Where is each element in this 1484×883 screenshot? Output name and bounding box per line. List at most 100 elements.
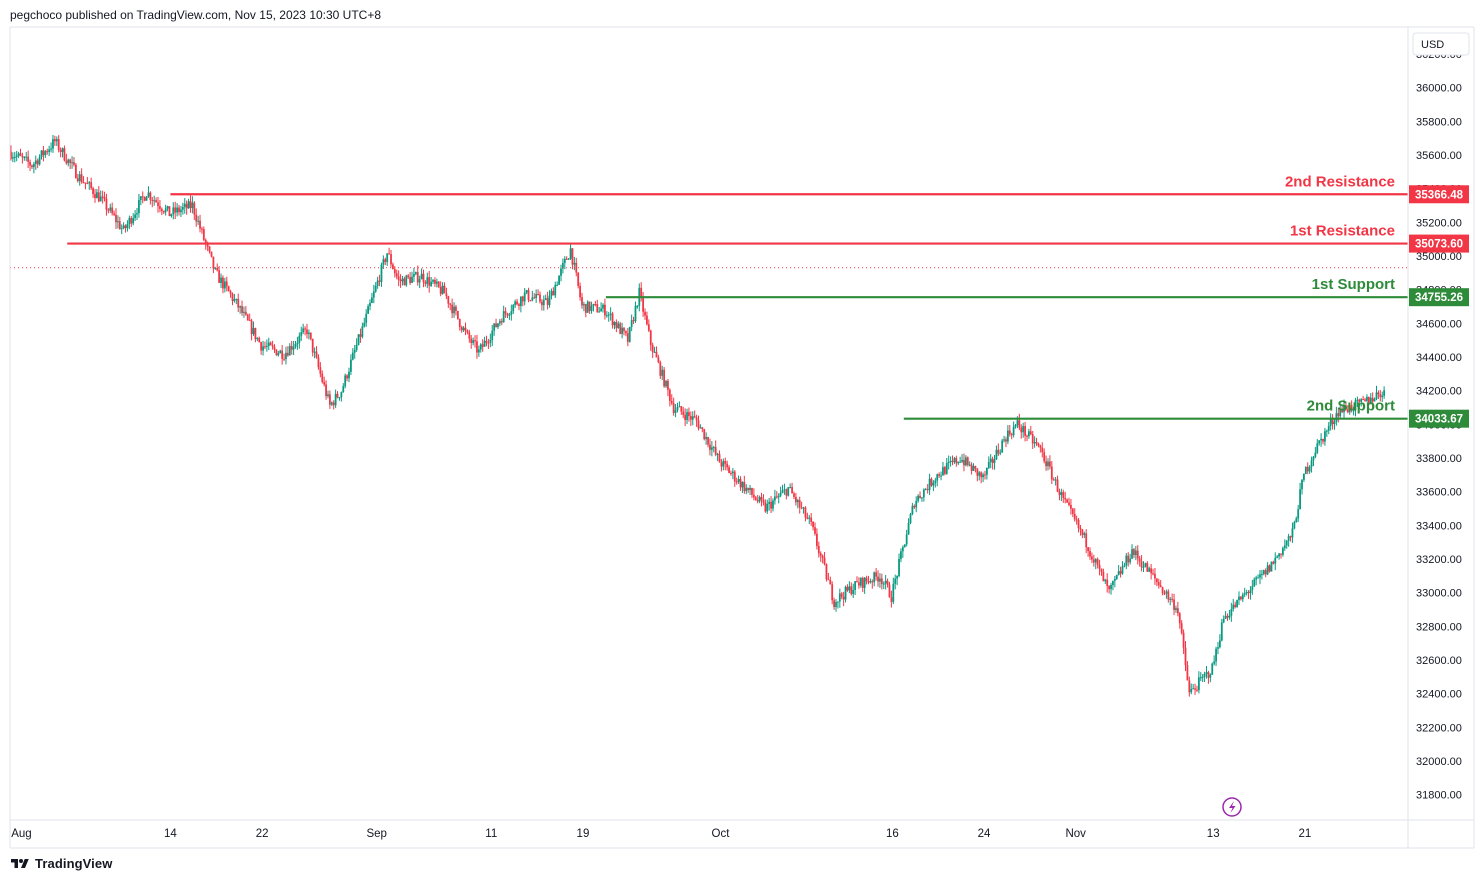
candle <box>787 487 790 497</box>
candle <box>900 548 902 563</box>
candle <box>1026 434 1028 442</box>
candle <box>172 202 175 220</box>
lightning-icon[interactable] <box>1222 797 1242 817</box>
candle <box>609 307 612 321</box>
candle <box>586 300 589 313</box>
candle <box>861 576 864 593</box>
candle <box>989 454 992 469</box>
candle <box>869 578 872 584</box>
candle <box>966 456 969 467</box>
candle <box>201 226 203 234</box>
candle <box>1199 672 1202 682</box>
candle <box>264 341 266 350</box>
candle <box>355 338 358 352</box>
candle <box>1201 674 1204 683</box>
candle <box>1327 422 1330 435</box>
candle <box>607 311 610 322</box>
candle <box>980 471 983 484</box>
time-axis[interactable]: Aug 14 22 Sep 11 19 Oct 16 24 Nov 13 21 <box>11 828 1311 840</box>
candle <box>634 301 637 323</box>
candle <box>1348 404 1351 415</box>
candle <box>1062 489 1065 503</box>
price-tags: 35366.48 35073.60 34755.26 34033.67 <box>1409 185 1469 428</box>
candle <box>1339 404 1342 419</box>
candle <box>1081 528 1084 539</box>
candle <box>739 476 742 491</box>
candle <box>208 245 211 254</box>
candle <box>273 344 276 353</box>
candle <box>338 396 341 401</box>
candle <box>779 486 782 498</box>
price-tick-label: 33200.00 <box>1416 554 1462 566</box>
candle <box>210 251 213 258</box>
candle <box>434 277 436 287</box>
candle <box>414 271 417 276</box>
candle <box>558 275 560 285</box>
candle <box>678 401 681 408</box>
candle <box>313 347 316 359</box>
candle <box>1367 396 1370 406</box>
candle <box>254 327 257 343</box>
candle <box>241 300 243 316</box>
candle <box>15 150 18 162</box>
candle <box>653 346 656 353</box>
candle <box>1182 629 1185 654</box>
candle <box>187 198 190 209</box>
candle <box>577 272 580 289</box>
candle <box>376 276 379 289</box>
candle <box>905 529 908 547</box>
candle <box>342 383 345 393</box>
candle <box>304 326 306 336</box>
candle <box>571 248 574 270</box>
currency-box[interactable] <box>1412 32 1470 56</box>
tradingview-logo-icon <box>11 858 29 868</box>
candle <box>1146 561 1149 572</box>
candle <box>63 145 66 162</box>
candle <box>1102 568 1105 582</box>
candle <box>1196 685 1198 692</box>
candle <box>936 473 939 487</box>
candle <box>1253 577 1256 587</box>
candle <box>130 215 133 228</box>
candle <box>348 367 350 383</box>
candle <box>1343 399 1345 419</box>
candle <box>842 591 845 607</box>
candle <box>340 391 343 402</box>
candle <box>59 147 62 158</box>
candle <box>1129 553 1132 565</box>
candle <box>596 299 599 313</box>
candle <box>1134 546 1137 561</box>
candle <box>285 346 287 365</box>
candle <box>487 338 490 349</box>
candle <box>32 161 35 174</box>
candle <box>483 336 486 347</box>
tradingview-brand[interactable]: TradingView <box>10 856 112 871</box>
candle <box>1304 466 1307 475</box>
candle <box>1282 546 1284 557</box>
candle <box>1211 662 1214 675</box>
candle <box>1280 553 1282 559</box>
candle <box>386 253 389 266</box>
candle <box>590 301 593 314</box>
candle <box>940 471 942 481</box>
candle <box>1350 400 1353 413</box>
candle <box>447 295 450 308</box>
candle <box>773 489 776 505</box>
candle <box>1306 462 1309 475</box>
candle <box>244 306 247 316</box>
candle <box>237 293 240 313</box>
candle <box>451 298 454 319</box>
candle <box>445 287 448 300</box>
candle <box>632 316 635 325</box>
candle <box>909 512 912 525</box>
candle <box>724 457 727 471</box>
candle <box>1083 531 1086 539</box>
candle <box>850 582 853 596</box>
candle <box>460 325 463 333</box>
candle <box>1266 562 1269 576</box>
price-tick-label: 35000.00 <box>1416 251 1462 263</box>
candle <box>1033 436 1036 448</box>
candle <box>901 545 904 558</box>
candle <box>737 475 740 484</box>
